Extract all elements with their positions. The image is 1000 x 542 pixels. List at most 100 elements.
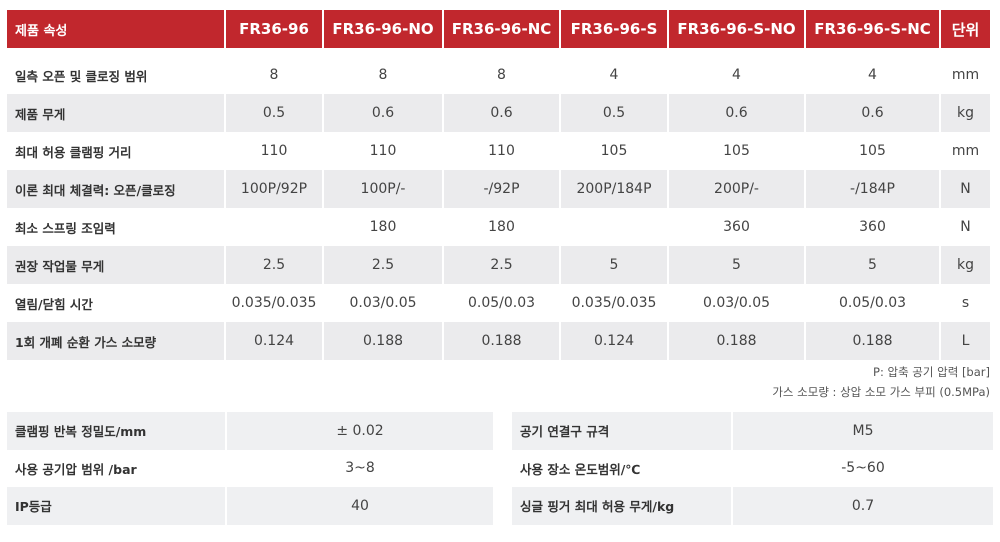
cell-value: 5 (667, 246, 805, 284)
header-model: FR36-96-NO (322, 10, 443, 48)
table-row: 열림/닫힘 시간 0.035/0.035 0.03/0.05 0.05/0.03 0.0… (7, 284, 990, 322)
cell-value: 105 (804, 132, 940, 170)
cell-value: -/92P (442, 170, 560, 208)
row-label: 제품 무게 (7, 94, 225, 132)
cell-value: 100P/92P (224, 170, 323, 208)
cell-value: N (939, 208, 990, 246)
note-gas: 가스 소모량 : 상압 소모 가스 부피 (0.5MPa) (772, 385, 990, 399)
cell-value: 360 (667, 208, 805, 246)
cell-value: 4 (804, 56, 940, 94)
header-row: 제품 속성 FR36-96 FR36-96-NO FR36-96-NC FR36-96-… (7, 10, 990, 48)
cell-value: 2.5 (322, 246, 443, 284)
spec-row: 클램핑 반복 정밀도/mm ± 0.02 (7, 412, 493, 450)
cell-value: kg (939, 94, 990, 132)
row-label: 열림/닫힘 시간 (15, 296, 93, 312)
row-label: 최대 허용 클램핑 거리 (15, 144, 132, 160)
cell-value: 110 (224, 132, 323, 170)
cell-value: 8 (442, 56, 560, 94)
spec-value: 0.7 (731, 487, 993, 525)
spec-value: M5 (731, 412, 993, 450)
cell-value: 0.6 (322, 94, 443, 132)
spec-label: IP등급 (7, 487, 226, 525)
spec-label: 싱글 핑거 최대 허용 무게/kg (512, 487, 732, 525)
cell-value: L (939, 322, 990, 360)
cell-value: 8 (224, 56, 323, 94)
header-model: FR36-96-S-NO (667, 10, 805, 48)
cell-value: 0.035/0.035 (559, 284, 668, 322)
cell-value: 105 (559, 132, 668, 170)
cell-value: 105 (667, 132, 805, 170)
cell-value: 0.124 (559, 322, 668, 360)
spec-value: 3~8 (225, 449, 493, 487)
cell-value: 0.05/0.03 (442, 284, 560, 322)
spec-label: 공기 연결구 규격 (512, 412, 732, 450)
cell-value: 0.6 (804, 94, 940, 132)
cell-value: 5 (804, 246, 940, 284)
note-pressure: P: 압축 공기 압력 [bar] (873, 365, 990, 379)
spec-row: 공기 연결구 규격 M5 (512, 412, 993, 450)
spec-value: -5~60 (731, 449, 993, 487)
cell-value: 0.188 (442, 322, 560, 360)
cell-value (224, 208, 323, 246)
cell-value: mm (939, 132, 990, 170)
cell-value: 200P/- (667, 170, 805, 208)
row-label: 일측 오픈 및 클로징 범위 (15, 68, 148, 84)
table-row: 권장 작업물 무게 2.5 2.5 2.5 5 5 5 kg (7, 246, 990, 284)
header-model: 단위 (939, 10, 990, 48)
cell-value: N (939, 170, 990, 208)
header-model: FR36-96-S-NC (804, 10, 940, 48)
spec-label: 사용 장소 온도범위/℃ (520, 461, 641, 477)
right-spec-table: 공기 연결구 규격 M5 사용 장소 온도범위/℃ -5~60 싱글 핑거 최대 허용 … (512, 412, 993, 525)
cell-value: 180 (322, 208, 443, 246)
cell-value: 5 (559, 246, 668, 284)
header-attribute: 제품 속성 (7, 10, 225, 48)
table-row: 최대 허용 클램핑 거리 110 110 110 105 105 105 mm (7, 132, 990, 170)
spec-row: 싱글 핑거 최대 허용 무게/kg 0.7 (512, 487, 993, 525)
cell-value: 110 (442, 132, 560, 170)
cell-value: 0.188 (667, 322, 805, 360)
table-row: 이론 최대 체결력: 오픈/클로징 100P/92P 100P/- -/92P 200P… (7, 170, 990, 208)
cell-value: 180 (442, 208, 560, 246)
table-row: 최소 스프링 조임력 180 180 360 360 N (7, 208, 990, 246)
cell-value: 4 (667, 56, 805, 94)
cell-value: -/184P (804, 170, 940, 208)
cell-value: 360 (804, 208, 940, 246)
left-spec-table: 클램핑 반복 정밀도/mm ± 0.02 사용 공기압 범위 /bar 3~8 IP등급… (7, 412, 493, 525)
spec-row: 사용 장소 온도범위/℃ -5~60 (512, 449, 993, 487)
cell-value: mm (939, 56, 990, 94)
cell-value: 4 (559, 56, 668, 94)
cell-value: 0.5 (559, 94, 668, 132)
spec-table: 제품 속성 FR36-96 FR36-96-NO FR36-96-NC FR36-96-… (7, 10, 990, 360)
row-label: 이론 최대 체결력: 오픈/클로징 (7, 170, 225, 208)
cell-value: 100P/- (322, 170, 443, 208)
cell-value: 0.188 (804, 322, 940, 360)
cell-value: 0.188 (322, 322, 443, 360)
header-model: FR36-96 (224, 10, 323, 48)
cell-value: 2.5 (442, 246, 560, 284)
spec-row: IP등급 40 (7, 487, 493, 525)
cell-value: 200P/184P (559, 170, 668, 208)
cell-value: 0.035/0.035 (224, 284, 323, 322)
header-model: FR36-96-S (559, 10, 668, 48)
spec-row: 사용 공기압 범위 /bar 3~8 (7, 449, 493, 487)
cell-value: 0.03/0.05 (667, 284, 805, 322)
row-label: 1회 개폐 순환 가스 소모량 (7, 322, 225, 360)
row-label: 최소 스프링 조임력 (15, 220, 116, 236)
row-label: 권장 작업물 무게 (7, 246, 225, 284)
cell-value: 0.124 (224, 322, 323, 360)
cell-value: 110 (322, 132, 443, 170)
table-row: 1회 개폐 순환 가스 소모량 0.124 0.188 0.188 0.124 0.188… (7, 322, 990, 360)
table-row: 제품 무게 0.5 0.6 0.6 0.5 0.6 0.6 kg (7, 94, 990, 132)
cell-value: 0.6 (442, 94, 560, 132)
cell-value: 0.05/0.03 (804, 284, 940, 322)
spec-value: 40 (225, 487, 493, 525)
spec-value: ± 0.02 (225, 412, 493, 450)
cell-value: 0.03/0.05 (322, 284, 443, 322)
spec-label: 사용 공기압 범위 /bar (15, 461, 137, 477)
cell-value: 0.5 (224, 94, 323, 132)
cell-value: s (939, 284, 990, 322)
cell-value: 2.5 (224, 246, 323, 284)
cell-value (559, 208, 668, 246)
spec-label: 클램핑 반복 정밀도/mm (7, 412, 226, 450)
table-row: 일측 오픈 및 클로징 범위 8 8 8 4 4 4 mm (7, 56, 990, 94)
